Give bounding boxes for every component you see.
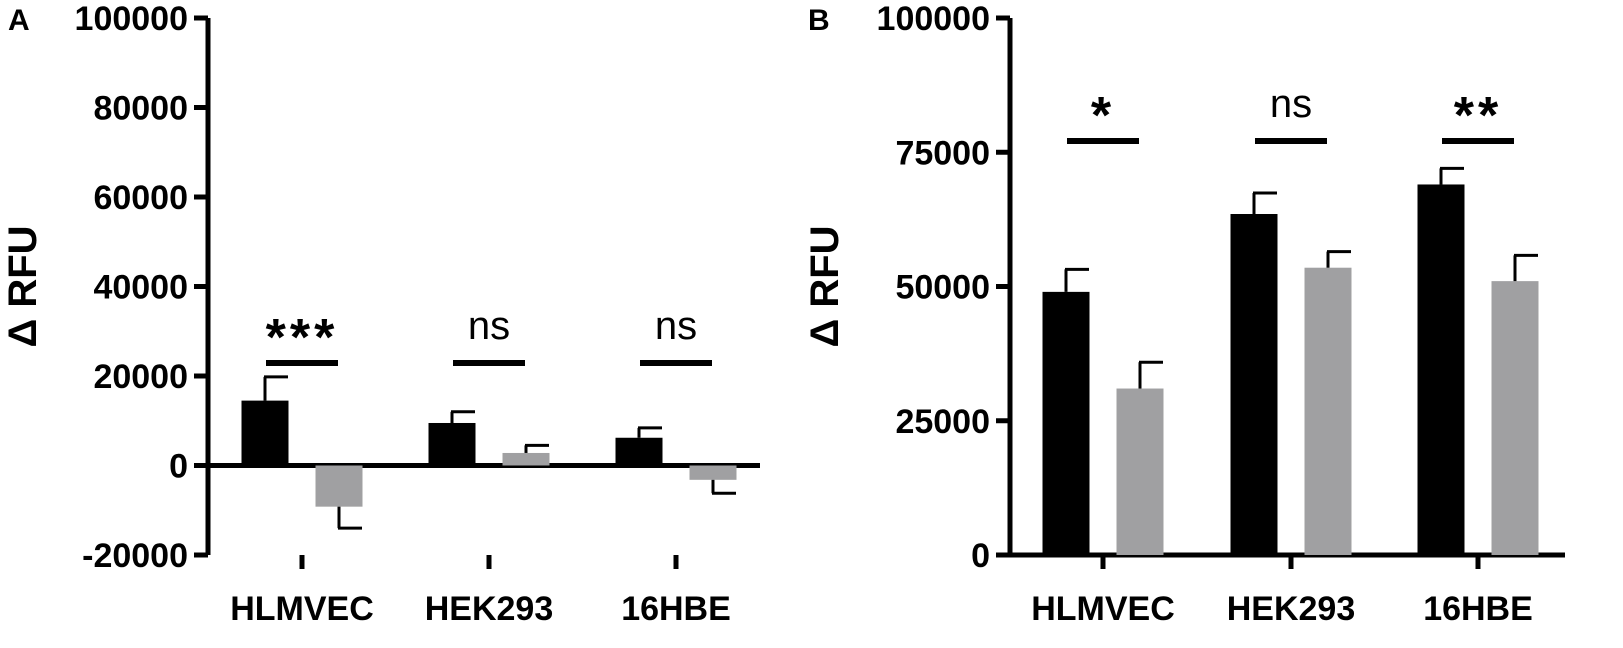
significance-label: ns [655, 304, 697, 348]
bar-hek293-series-2 [1304, 267, 1352, 555]
bar-16hbe-series-1 [1417, 184, 1465, 555]
x-tick-label: HEK293 [425, 590, 554, 628]
y-axis-title: Δ RFU [803, 225, 847, 347]
bar-hek293-series-1 [428, 422, 476, 466]
y-tick-label: 80000 [93, 90, 188, 128]
bar-16hbe-series-2 [1491, 281, 1539, 555]
y-tick-label: 40000 [93, 269, 188, 307]
panel-letter: B [808, 4, 830, 37]
y-tick-label: 75000 [895, 134, 990, 172]
y-tick-label: -20000 [82, 537, 188, 575]
x-tick-label: 16HBE [1423, 590, 1533, 628]
y-tick-label: 50000 [895, 269, 990, 307]
chart-panel-b: B Δ RFU 0 25000 50000 75000 100000 HLMVEC * HEK29… [803, 0, 1565, 628]
y-tick-label: 25000 [895, 403, 990, 441]
bar-hlmvec-series-2 [1116, 388, 1164, 555]
bar-hek293-series-1 [1230, 214, 1278, 555]
bar-hlmvec-series-2 [315, 465, 363, 507]
y-tick-label: 100000 [877, 0, 990, 38]
bar-hlmvec-series-1 [241, 400, 289, 466]
y-tick-label: 100000 [75, 0, 188, 38]
significance-label: *** [266, 309, 339, 367]
significance-label: ns [468, 304, 510, 348]
x-tick-label: HEK293 [1227, 590, 1356, 628]
y-tick-label: 0 [169, 448, 188, 486]
x-tick-label: 16HBE [621, 590, 731, 628]
y-axis-title: Δ RFU [1, 225, 45, 347]
significance-label: ** [1454, 87, 1502, 145]
bar-16hbe-series-1 [615, 437, 663, 466]
x-tick-label: HLMVEC [230, 590, 374, 628]
x-tick-label: HLMVEC [1031, 590, 1175, 628]
y-tick-label: 60000 [93, 179, 188, 217]
significance-label: ns [1270, 82, 1312, 126]
y-tick-label: 20000 [93, 358, 188, 396]
panel-letter: A [8, 4, 30, 37]
bar-16hbe-series-2 [689, 465, 737, 480]
y-tick-label: 0 [971, 537, 990, 575]
bar-hlmvec-series-1 [1042, 291, 1090, 555]
significance-label: * [1091, 87, 1115, 145]
chart-panel-a: A Δ RFU -20000 0 20000 40000 60000 80000 100000 H… [1, 0, 760, 628]
bar-hek293-series-2 [502, 452, 550, 466]
